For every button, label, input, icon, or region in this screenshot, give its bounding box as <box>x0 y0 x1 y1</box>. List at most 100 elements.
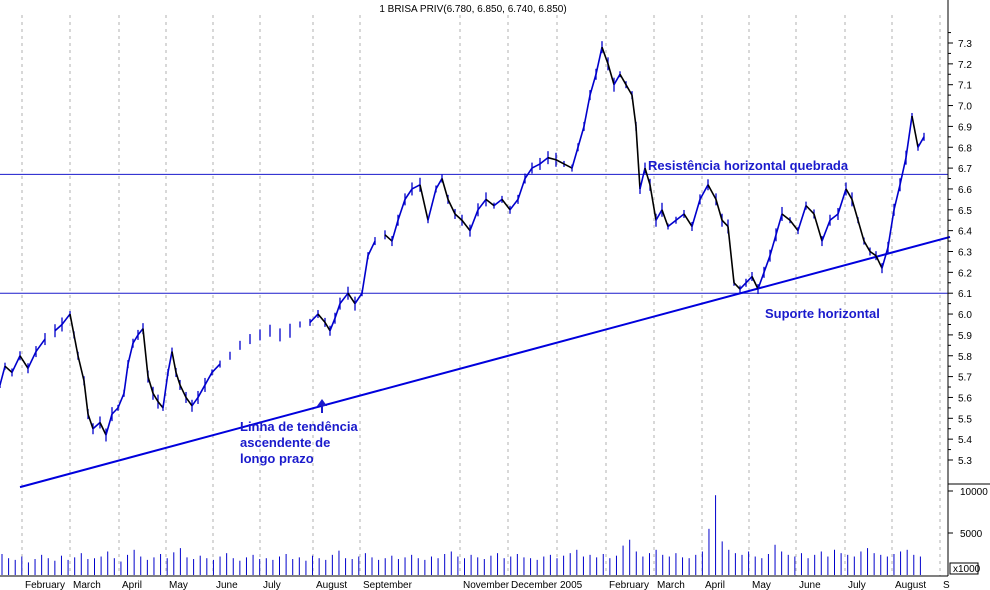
price-tick-label: 7.1 <box>958 81 972 92</box>
annotation-arrow-head <box>317 399 327 406</box>
price-segment <box>152 392 159 403</box>
price-tick-label: 6.8 <box>958 143 972 154</box>
price-segment <box>447 199 456 215</box>
price-segment <box>167 351 173 373</box>
price-tick-label: 6.2 <box>958 268 972 279</box>
price-segment <box>589 74 597 96</box>
price-segment <box>649 184 657 221</box>
chart-title: 1 BRISA PRIV(6.780, 6.850, 6.740, 6.850) <box>379 4 566 15</box>
price-tick-label: 6.9 <box>958 122 972 133</box>
x-tick-label: February <box>609 580 649 590</box>
x-tick-label: May <box>169 580 188 590</box>
price-segment <box>583 94 591 127</box>
price-segment <box>577 126 585 148</box>
x-tick-label: February <box>25 580 65 590</box>
price-segment <box>354 292 363 305</box>
price-segment <box>539 157 549 165</box>
price-segment <box>857 220 865 242</box>
price-segment <box>881 247 889 269</box>
price-tick-label: 7.2 <box>958 60 972 71</box>
price-tick-label: 5.6 <box>958 393 972 404</box>
price-series <box>0 41 925 442</box>
price-segment <box>745 275 753 284</box>
price-segment <box>19 355 29 369</box>
price-segment <box>0 365 6 386</box>
price-segment <box>721 219 729 228</box>
price-segment <box>667 219 677 228</box>
price-tick-label: 5.9 <box>958 331 972 342</box>
x-tick-label: April <box>122 580 142 590</box>
price-segment <box>435 178 443 190</box>
x-tick-label: November <box>463 580 510 590</box>
price-segment <box>797 205 807 231</box>
price-segment <box>54 323 63 332</box>
price-segment <box>477 198 487 211</box>
x-tick-label: March <box>657 580 685 590</box>
price-segment <box>4 365 13 374</box>
price-segment <box>727 226 735 283</box>
price-segment <box>99 422 107 436</box>
x-tick-label: 2005 <box>560 580 583 590</box>
price-segment <box>127 343 134 365</box>
price-segment <box>191 396 199 407</box>
price-segment <box>813 213 823 242</box>
volume-tick-label: 5000 <box>960 529 983 540</box>
price-segment <box>763 255 771 273</box>
price-segment <box>391 220 399 242</box>
price-segment <box>27 351 37 369</box>
price-segment <box>707 184 717 200</box>
price-segment <box>893 184 901 210</box>
price-segment <box>821 219 831 242</box>
price-segment <box>571 147 579 169</box>
price-segment <box>384 234 393 242</box>
annotations: Resistência horizontal quebrada Suporte h… <box>240 158 880 466</box>
price-tick-label: 5.3 <box>958 456 972 467</box>
price-segment <box>317 313 326 323</box>
price-segment <box>105 413 113 436</box>
price-segment <box>171 351 177 373</box>
price-segment <box>905 115 913 158</box>
volume-bars <box>1 495 921 575</box>
price-segment <box>715 199 723 221</box>
price-segment <box>601 46 609 65</box>
price-segment <box>142 328 149 377</box>
price-segment <box>625 84 633 96</box>
annotation-trendline-line: Linha de tendência <box>240 419 359 434</box>
price-segment <box>635 126 641 190</box>
price-segment <box>751 276 759 290</box>
price-segment <box>157 401 164 409</box>
price-segment <box>875 255 883 269</box>
price-tick-label: 5.7 <box>958 373 972 384</box>
price-segment <box>613 73 621 86</box>
x-tick-label: June <box>799 580 821 590</box>
price-segment <box>347 292 356 305</box>
price-segment <box>73 334 79 356</box>
price-segment <box>837 188 847 215</box>
price-segment <box>899 157 907 185</box>
price-segment <box>733 282 741 290</box>
volume-unit-label: x1000 <box>953 564 981 575</box>
price-segment <box>197 384 206 398</box>
price-segment <box>619 73 627 86</box>
price-segment <box>485 198 495 207</box>
price-segment <box>367 240 376 257</box>
price-segment <box>563 163 573 169</box>
price-segment <box>185 396 193 407</box>
price-segment <box>851 199 859 221</box>
price-segment <box>789 219 799 232</box>
x-tick-label: September <box>363 580 413 590</box>
price-segment <box>607 63 615 85</box>
price-segment <box>493 198 503 207</box>
price-segment <box>137 328 144 336</box>
price-segment <box>309 313 319 323</box>
price-segment <box>132 334 139 344</box>
price-segment <box>863 240 871 252</box>
price-tick-label: 5.5 <box>958 414 972 425</box>
axes: 5.3 5.4 5.5 5.6 5.7 5.8 5.9 6.0 6.1 6.2 6.3 6.4 6.5 6… <box>0 0 990 577</box>
price-segment <box>661 209 669 227</box>
price-segment <box>887 209 895 248</box>
annotation-resistance: Resistência horizontal quebrada <box>648 158 849 173</box>
price-tick-label: 6.7 <box>958 164 972 175</box>
price-segment <box>595 46 603 75</box>
price-segment <box>419 184 429 221</box>
